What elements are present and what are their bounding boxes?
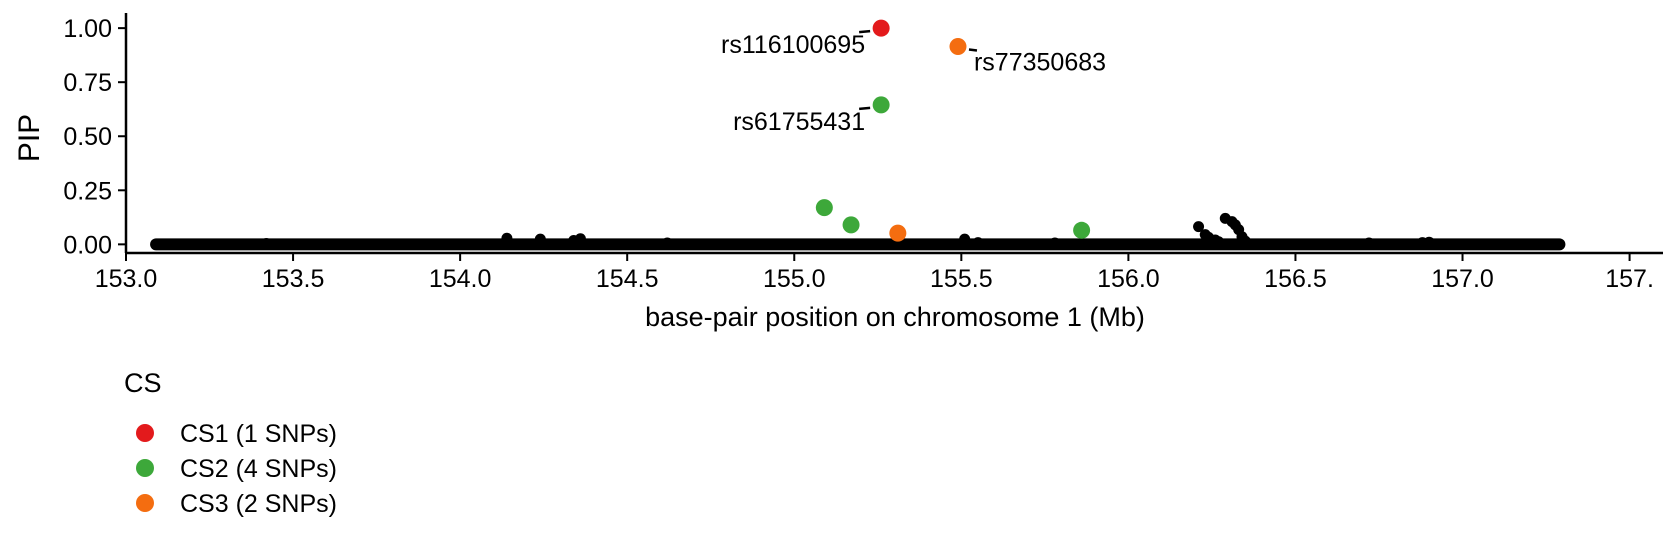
cs2-snp-point bbox=[842, 216, 860, 234]
legend-swatch-cs2 bbox=[136, 459, 154, 477]
y-tick-label: 1.00 bbox=[63, 15, 112, 43]
snp-label: rs116100695 bbox=[721, 31, 865, 59]
x-tick-label: 157.0 bbox=[1431, 265, 1494, 293]
background-snp-point bbox=[661, 237, 673, 249]
x-tick-label: 156.0 bbox=[1097, 265, 1160, 293]
snp-label: rs61755431 bbox=[733, 108, 865, 136]
x-tick-label: 155.5 bbox=[930, 265, 993, 293]
background-snp-point bbox=[1423, 236, 1435, 248]
cs2-snp-point bbox=[872, 96, 890, 114]
background-snp-point bbox=[260, 237, 272, 249]
snp-label: rs77350683 bbox=[974, 49, 1106, 77]
snp-labels-layer: rs116100695 rs61755431 rs77350683 bbox=[721, 29, 1106, 136]
plot-axes: 153.0 153.5 154.0 154.5 155.0 155.5 156.0 156.5… bbox=[63, 13, 1663, 293]
y-tick-label: 0.75 bbox=[63, 69, 112, 97]
x-tick-label: 154.0 bbox=[429, 265, 492, 293]
legend: CS CS1 (1 SNPs) CS2 (4 SNPs) CS3 (2 SNPs) bbox=[124, 368, 337, 518]
snp-label-leader bbox=[859, 29, 871, 34]
cs3-snp-point bbox=[889, 224, 907, 242]
cs3-snp-point bbox=[949, 38, 967, 56]
cs2-snp-point bbox=[1073, 221, 1091, 239]
legend-label-cs3: CS3 (2 SNPs) bbox=[180, 490, 337, 518]
y-tick-label: 0.25 bbox=[63, 177, 112, 205]
snp-label-leader bbox=[968, 48, 978, 52]
background-snp-point bbox=[501, 232, 513, 244]
x-tick-label: 153.5 bbox=[262, 265, 325, 293]
background-snp-point bbox=[534, 233, 546, 245]
cs1-snp-point bbox=[872, 19, 890, 37]
legend-swatch-cs3 bbox=[136, 494, 154, 512]
snp-label-leader bbox=[859, 106, 871, 111]
background-snp-point bbox=[574, 233, 586, 245]
y-tick-label: 0.00 bbox=[63, 231, 112, 259]
background-snp-point bbox=[972, 237, 984, 249]
x-tick-label: 155.0 bbox=[763, 265, 826, 293]
legend-swatch-cs1 bbox=[136, 424, 154, 442]
background-snp-point bbox=[1049, 237, 1061, 249]
background-snp-point bbox=[1239, 235, 1251, 247]
background-snp-point bbox=[1193, 221, 1205, 233]
legend-label-cs2: CS2 (4 SNPs) bbox=[180, 455, 337, 483]
y-tick-label: 0.50 bbox=[63, 123, 112, 151]
x-tick-label: 153.0 bbox=[95, 265, 158, 293]
x-tick-label: 156.5 bbox=[1264, 265, 1327, 293]
background-snp-point bbox=[1213, 236, 1225, 248]
y-axis-title: PIP bbox=[13, 114, 46, 162]
legend-label-cs1: CS1 (1 SNPs) bbox=[180, 420, 337, 448]
cs2-snp-point bbox=[815, 199, 833, 217]
legend-title: CS bbox=[124, 368, 162, 398]
x-axis-title: base-pair position on chromosome 1 (Mb) bbox=[645, 302, 1145, 332]
background-snp-point bbox=[1363, 237, 1375, 249]
background-snp-point bbox=[959, 233, 971, 245]
points-layer bbox=[260, 19, 1435, 249]
x-tick-label: 157. bbox=[1605, 265, 1654, 293]
x-tick-label: 154.5 bbox=[596, 265, 659, 293]
